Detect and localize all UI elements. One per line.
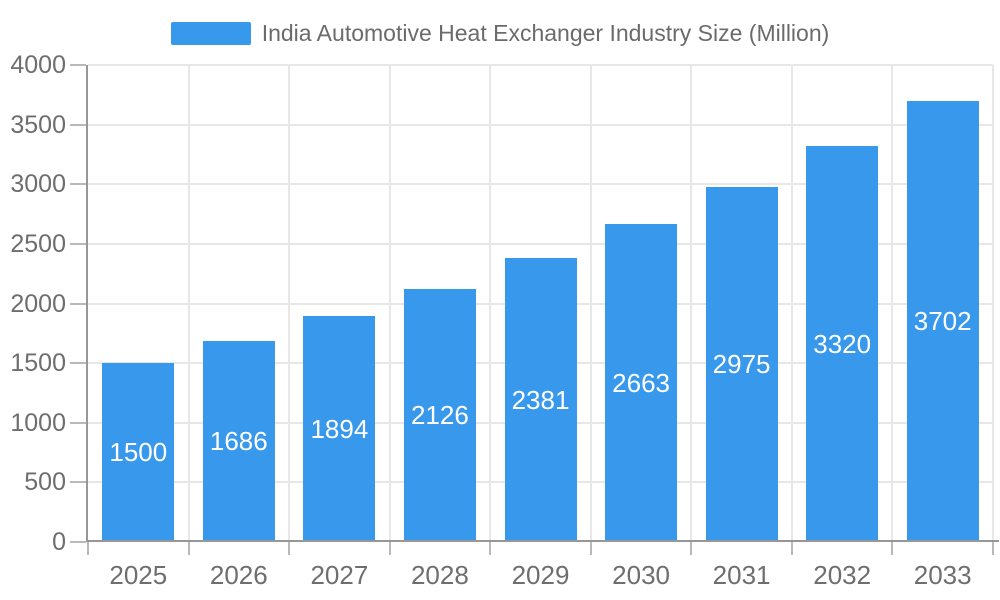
x-axis-tick-label: 2033 bbox=[913, 560, 972, 590]
y-gridline bbox=[88, 242, 993, 245]
y-tick-mark bbox=[70, 183, 86, 186]
x-tick-mark bbox=[690, 542, 693, 555]
x-axis-tick-label: 2031 bbox=[712, 560, 771, 590]
x-axis-tick-label: 2025 bbox=[109, 560, 168, 590]
bar-value-label: 3320 bbox=[813, 328, 872, 359]
y-axis-tick-label: 1500 bbox=[10, 349, 66, 378]
bar-2031[interactable]: 2975 bbox=[705, 187, 778, 542]
bar-2032[interactable]: 3320 bbox=[806, 146, 879, 542]
bar-value-label: 1686 bbox=[209, 425, 268, 456]
bar-value-label: 2381 bbox=[511, 384, 570, 415]
x-gridline bbox=[992, 65, 994, 542]
x-axis-tick-label: 2026 bbox=[209, 560, 268, 590]
y-tick-mark bbox=[70, 541, 86, 543]
x-tick-mark bbox=[187, 542, 190, 555]
x-gridline bbox=[388, 65, 391, 542]
y-gridline bbox=[88, 183, 993, 186]
y-tick-mark bbox=[70, 123, 86, 126]
x-tick-mark bbox=[589, 542, 592, 555]
y-axis-tick-label: 2000 bbox=[10, 289, 66, 318]
x-tick-mark bbox=[87, 542, 89, 555]
x-axis-tick-label: 2032 bbox=[813, 560, 872, 590]
bar-2027[interactable]: 1894 bbox=[303, 316, 376, 542]
x-gridline bbox=[790, 65, 793, 542]
x-tick-mark bbox=[388, 542, 391, 555]
x-tick-mark bbox=[790, 542, 793, 555]
x-tick-mark bbox=[489, 542, 492, 555]
bar-value-label: 2975 bbox=[712, 349, 771, 380]
x-gridline bbox=[288, 65, 291, 542]
y-tick-mark bbox=[70, 302, 86, 305]
y-axis-tick-label: 3500 bbox=[10, 110, 66, 139]
y-tick-mark bbox=[70, 242, 86, 245]
x-tick-mark bbox=[992, 542, 994, 555]
y-tick-mark bbox=[70, 421, 86, 424]
x-axis-tick-label: 2030 bbox=[612, 560, 671, 590]
bar-value-label: 1500 bbox=[109, 437, 168, 468]
y-axis-tick-label: 0 bbox=[52, 528, 66, 556]
x-axis-line bbox=[86, 540, 999, 542]
y-gridline bbox=[88, 123, 993, 126]
legend-label: India Automotive Heat Exchanger Industry… bbox=[261, 20, 830, 46]
bar-2029[interactable]: 2381 bbox=[504, 258, 577, 542]
y-tick-mark bbox=[70, 481, 86, 484]
x-tick-mark bbox=[288, 542, 291, 555]
legend-swatch bbox=[170, 22, 251, 45]
bar-2033[interactable]: 3702 bbox=[906, 100, 979, 542]
bar-2030[interactable]: 2663 bbox=[605, 224, 678, 542]
bar-2028[interactable]: 2126 bbox=[403, 288, 476, 542]
y-axis-line bbox=[86, 65, 88, 542]
x-axis-tick-label: 2027 bbox=[310, 560, 369, 590]
plot-area: 0 500 1000 1500 2000 2500 3000 3500 4000 1500 1686… bbox=[10, 51, 999, 590]
y-axis-tick-label: 4000 bbox=[10, 51, 66, 79]
x-gridline bbox=[589, 65, 592, 542]
x-tick-mark bbox=[891, 542, 894, 555]
bar-2025[interactable]: 1500 bbox=[102, 363, 175, 542]
x-gridline bbox=[690, 65, 693, 542]
x-axis-tick-label: 2028 bbox=[410, 560, 469, 590]
x-gridline bbox=[891, 65, 894, 542]
bar-value-label: 2663 bbox=[612, 367, 671, 398]
legend-item[interactable]: India Automotive Heat Exchanger Industry… bbox=[0, 20, 1000, 47]
y-tick-mark bbox=[70, 362, 86, 365]
bar-value-label: 3702 bbox=[913, 305, 972, 336]
bar-2026[interactable]: 1686 bbox=[202, 340, 275, 542]
bar-value-label: 2126 bbox=[410, 399, 469, 430]
x-axis-tick-label: 2029 bbox=[511, 560, 570, 590]
y-gridline bbox=[88, 64, 993, 66]
x-gridline bbox=[489, 65, 492, 542]
bar-value-label: 1894 bbox=[310, 413, 369, 444]
y-axis-tick-label: 1000 bbox=[10, 408, 66, 437]
y-axis-tick-label: 500 bbox=[24, 468, 66, 497]
y-axis-tick-label: 3000 bbox=[10, 170, 66, 199]
y-tick-mark bbox=[70, 64, 86, 66]
x-gridline bbox=[187, 65, 190, 542]
y-axis-tick-label: 2500 bbox=[10, 229, 66, 258]
